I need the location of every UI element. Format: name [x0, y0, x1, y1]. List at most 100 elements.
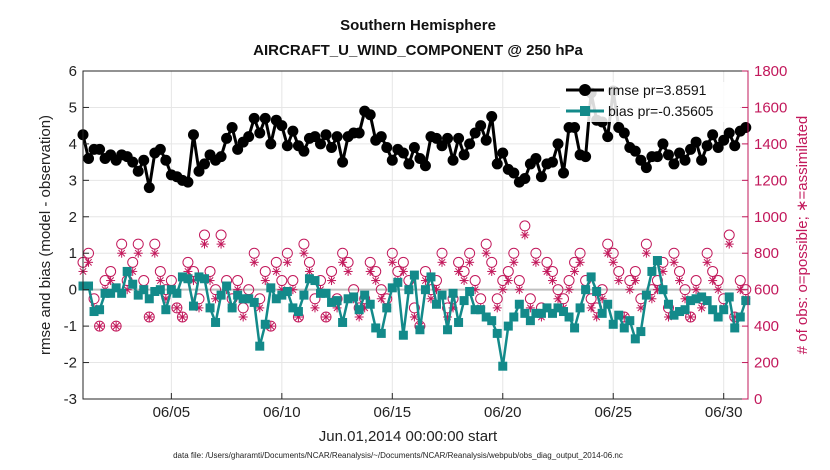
bias-point [260, 319, 270, 329]
obs-assimilated-stroke [311, 304, 319, 312]
rmse-point [132, 165, 144, 177]
bias-point [200, 274, 210, 284]
obs-assimilated-marker [321, 312, 331, 322]
obs-assimilated-stroke [344, 267, 352, 275]
obs-assimilated-stroke [687, 313, 695, 321]
y2-tick-label: 1800 [754, 63, 787, 80]
obs-assimilated-stroke [156, 277, 164, 285]
bias-point [619, 323, 629, 333]
bias-point [719, 305, 729, 315]
series-layer [77, 85, 752, 371]
rmse-point [442, 132, 454, 144]
obs-assimilated-marker [531, 257, 541, 267]
obs-assimilated-stroke [543, 267, 551, 275]
obs-assimilated-marker [398, 266, 408, 276]
obs-assimilated-stroke [488, 267, 496, 275]
obs-assimilated-stroke [587, 304, 595, 312]
rmse-point [679, 154, 691, 166]
obs-assimilated-stroke [670, 258, 678, 266]
bias-point [581, 285, 591, 295]
y2-tick-label: 1200 [754, 172, 787, 189]
rmse-point [651, 151, 663, 163]
bias-point [437, 290, 447, 300]
rmse-point [580, 151, 592, 163]
obs-assimilated-marker [150, 248, 160, 258]
obs-possible-marker [138, 275, 150, 287]
rmse-point [447, 154, 459, 166]
rmse-point [618, 127, 630, 139]
obs-assimilated-marker [691, 285, 701, 295]
bias-point [675, 307, 685, 317]
obs-assimilated-marker [625, 285, 635, 295]
obs-assimilated-marker [492, 303, 502, 313]
bias-point [211, 317, 221, 327]
obs-assimilated-stroke [631, 277, 639, 285]
obs-assimilated-stroke [118, 249, 126, 257]
obs-possible-marker [491, 293, 503, 305]
rmse-point [707, 129, 719, 141]
obs-assimilated-stroke [85, 258, 93, 266]
obs-assimilated-marker [95, 321, 105, 331]
x-axis-label: Jun.01,2014 00:00:00 start [319, 428, 498, 445]
bias-point [299, 290, 309, 300]
obs-assimilated-stroke [272, 267, 280, 275]
obs-assimilated-marker [365, 266, 375, 276]
obs-assimilated-marker [669, 257, 679, 267]
rmse-point [160, 154, 172, 166]
obs-assimilated-stroke [565, 286, 573, 294]
rmse-point [375, 131, 387, 143]
x-tick-label: 06/10 [263, 404, 301, 421]
obs-assimilated-marker [487, 266, 497, 276]
bias-point [525, 316, 535, 326]
rmse-point [127, 156, 139, 168]
bias-point [354, 305, 364, 315]
rmse-point [298, 145, 310, 157]
bias-point [454, 317, 464, 327]
obs-possible-marker [154, 265, 166, 277]
rmse-point [740, 121, 752, 133]
bias-point [360, 290, 370, 300]
bias-point [487, 316, 497, 326]
x-tick-label: 06/20 [484, 404, 522, 421]
rmse-point [276, 120, 288, 132]
bias-point [327, 297, 337, 307]
rmse-point [83, 152, 95, 164]
y2-tick-label: 1600 [754, 99, 787, 116]
obs-assimilated-marker [376, 294, 386, 304]
obs-assimilated-stroke [96, 322, 104, 330]
rmse-point [154, 143, 166, 155]
bias-point [133, 290, 143, 300]
bias-point [547, 308, 557, 318]
bias-point [431, 299, 441, 309]
obs-assimilated-stroke [339, 258, 347, 266]
bias-point [663, 299, 673, 309]
obs-assimilated-marker [371, 276, 381, 286]
y-tick-label: 0 [69, 282, 77, 299]
obs-assimilated-stroke [250, 258, 258, 266]
obs-assimilated-stroke [305, 267, 313, 275]
rmse-point [337, 156, 349, 168]
bias-point [293, 307, 303, 317]
bias-markers [78, 256, 751, 371]
obs-assimilated-stroke [698, 304, 706, 312]
bias-point [669, 310, 679, 320]
rmse-point [353, 127, 365, 139]
x-tick-label: 06/15 [374, 404, 412, 421]
bias-point [559, 307, 569, 317]
obs-assimilated-stroke [532, 258, 540, 266]
rmse-point [287, 125, 299, 137]
obs-possible-marker [690, 275, 702, 287]
y-tick-label: 6 [69, 63, 77, 80]
bias-point [216, 290, 226, 300]
bias-point [376, 328, 386, 338]
bias-point [503, 321, 513, 331]
bias-point [194, 272, 204, 282]
rmse-point [491, 158, 503, 170]
obs-possible-marker [132, 238, 144, 250]
bias-point [277, 290, 287, 300]
obs-possible-marker [215, 229, 227, 241]
obs-possible-marker [149, 238, 161, 250]
obs-assimilated-stroke [548, 277, 556, 285]
bias-point [321, 288, 331, 298]
